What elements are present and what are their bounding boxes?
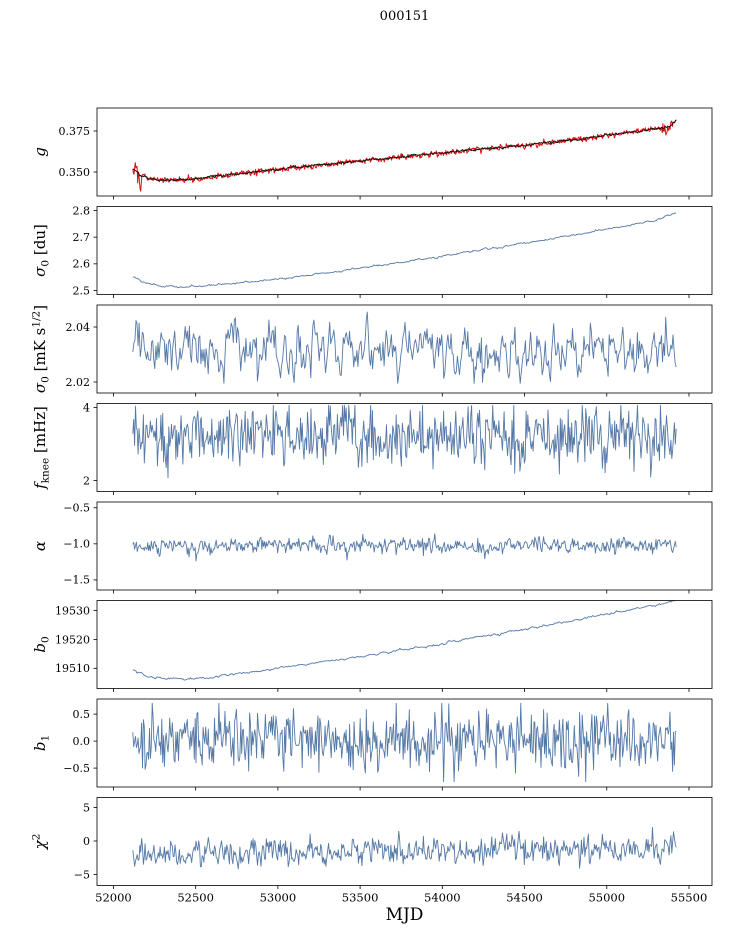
y-tick-label: 4 <box>83 401 90 414</box>
subplot-sigma0-du: 2.5 2.6 2.7 2.8 σ0 [du] <box>31 204 713 298</box>
subplot-fknee: 2 4 fknee [mHz] <box>31 401 713 495</box>
series-alpha <box>132 533 677 562</box>
y-tick-label: 2.6 <box>73 258 91 271</box>
axes-frame <box>96 107 713 197</box>
series-sigma0-mks <box>132 311 677 384</box>
series-chi2 <box>132 826 677 870</box>
y-axis-label: b0 <box>31 636 52 652</box>
x-axis-label: MJD <box>385 905 424 925</box>
axes-frame <box>96 206 713 295</box>
subplot-b1: −0.5 0.0 0.5 b1 <box>31 698 713 791</box>
subplot-g: 0.350 0.375 g <box>31 107 713 200</box>
y-tick-label: 2.5 <box>73 284 91 297</box>
y-tick-label: 2.7 <box>73 231 91 244</box>
series-g-fit <box>132 119 677 182</box>
series-b0 <box>132 600 677 681</box>
y-tick-label: 5 <box>83 801 90 814</box>
y-tick-label: −5 <box>74 868 90 881</box>
y-axis-label: fknee [mHz] <box>31 406 52 490</box>
y-tick-label: 2.02 <box>66 376 91 389</box>
y-tick-label: 19530 <box>55 604 90 617</box>
y-tick-label: 2.04 <box>66 321 91 334</box>
subplot-b0: 19510 19520 19530 b0 <box>31 600 713 692</box>
y-axis-label: σ0 [mK s1/2] <box>31 305 52 393</box>
y-tick-label: 0.0 <box>73 735 91 748</box>
y-tick-label: 2 <box>83 474 90 487</box>
y-axis-label: α <box>31 541 49 551</box>
axes-frame <box>96 403 713 492</box>
axes-frame <box>96 600 713 689</box>
axes-frame <box>96 501 713 591</box>
series-fknee <box>132 404 677 479</box>
x-tick-label: 55500 <box>671 891 708 905</box>
axes-frame <box>96 797 713 886</box>
y-tick-label: 0.5 <box>73 708 91 721</box>
y-tick-label: 0 <box>83 835 90 848</box>
y-axis-label: g <box>31 147 49 157</box>
axes-frame <box>96 304 713 394</box>
y-axis-label: σ0 [du] <box>31 224 52 277</box>
subplot-alpha: −1.5 −1.0 −0.5 α <box>31 501 713 594</box>
x-tick-label: 55000 <box>588 891 625 905</box>
y-tick-label: 0.350 <box>59 166 91 179</box>
y-tick-label: 0.375 <box>59 125 91 138</box>
subplot-chi2: −5 0 5 52000 52500 53000 53500 54000 54500 55000 5… <box>31 797 713 905</box>
x-tick-label: 54000 <box>424 891 461 905</box>
y-tick-label: −1.0 <box>63 538 90 551</box>
series-sigma0-du <box>132 212 677 289</box>
series-b1 <box>132 702 677 783</box>
subplot-sigma0-mks: 2.02 2.04 σ0 [mK s1/2] <box>31 304 713 397</box>
y-tick-label: −0.5 <box>63 762 90 775</box>
y-axis-label: b1 <box>31 735 52 751</box>
x-tick-label: 53500 <box>342 891 379 905</box>
y-tick-label: 2.8 <box>73 204 91 217</box>
y-tick-label: −0.5 <box>63 502 90 515</box>
axes-frame <box>96 698 713 788</box>
x-tick-label: 52000 <box>95 891 132 905</box>
y-tick-label: 19520 <box>55 633 90 646</box>
x-tick-label: 52500 <box>177 891 214 905</box>
y-tick-label: −1.5 <box>63 574 90 587</box>
figure-title: 000151 <box>379 9 430 24</box>
y-tick-label: 19510 <box>55 662 90 675</box>
x-tick-label: 54500 <box>506 891 543 905</box>
x-tick-label: 53000 <box>260 891 297 905</box>
y-axis-label: χ2 <box>31 834 50 851</box>
series-g-raw <box>132 119 677 192</box>
